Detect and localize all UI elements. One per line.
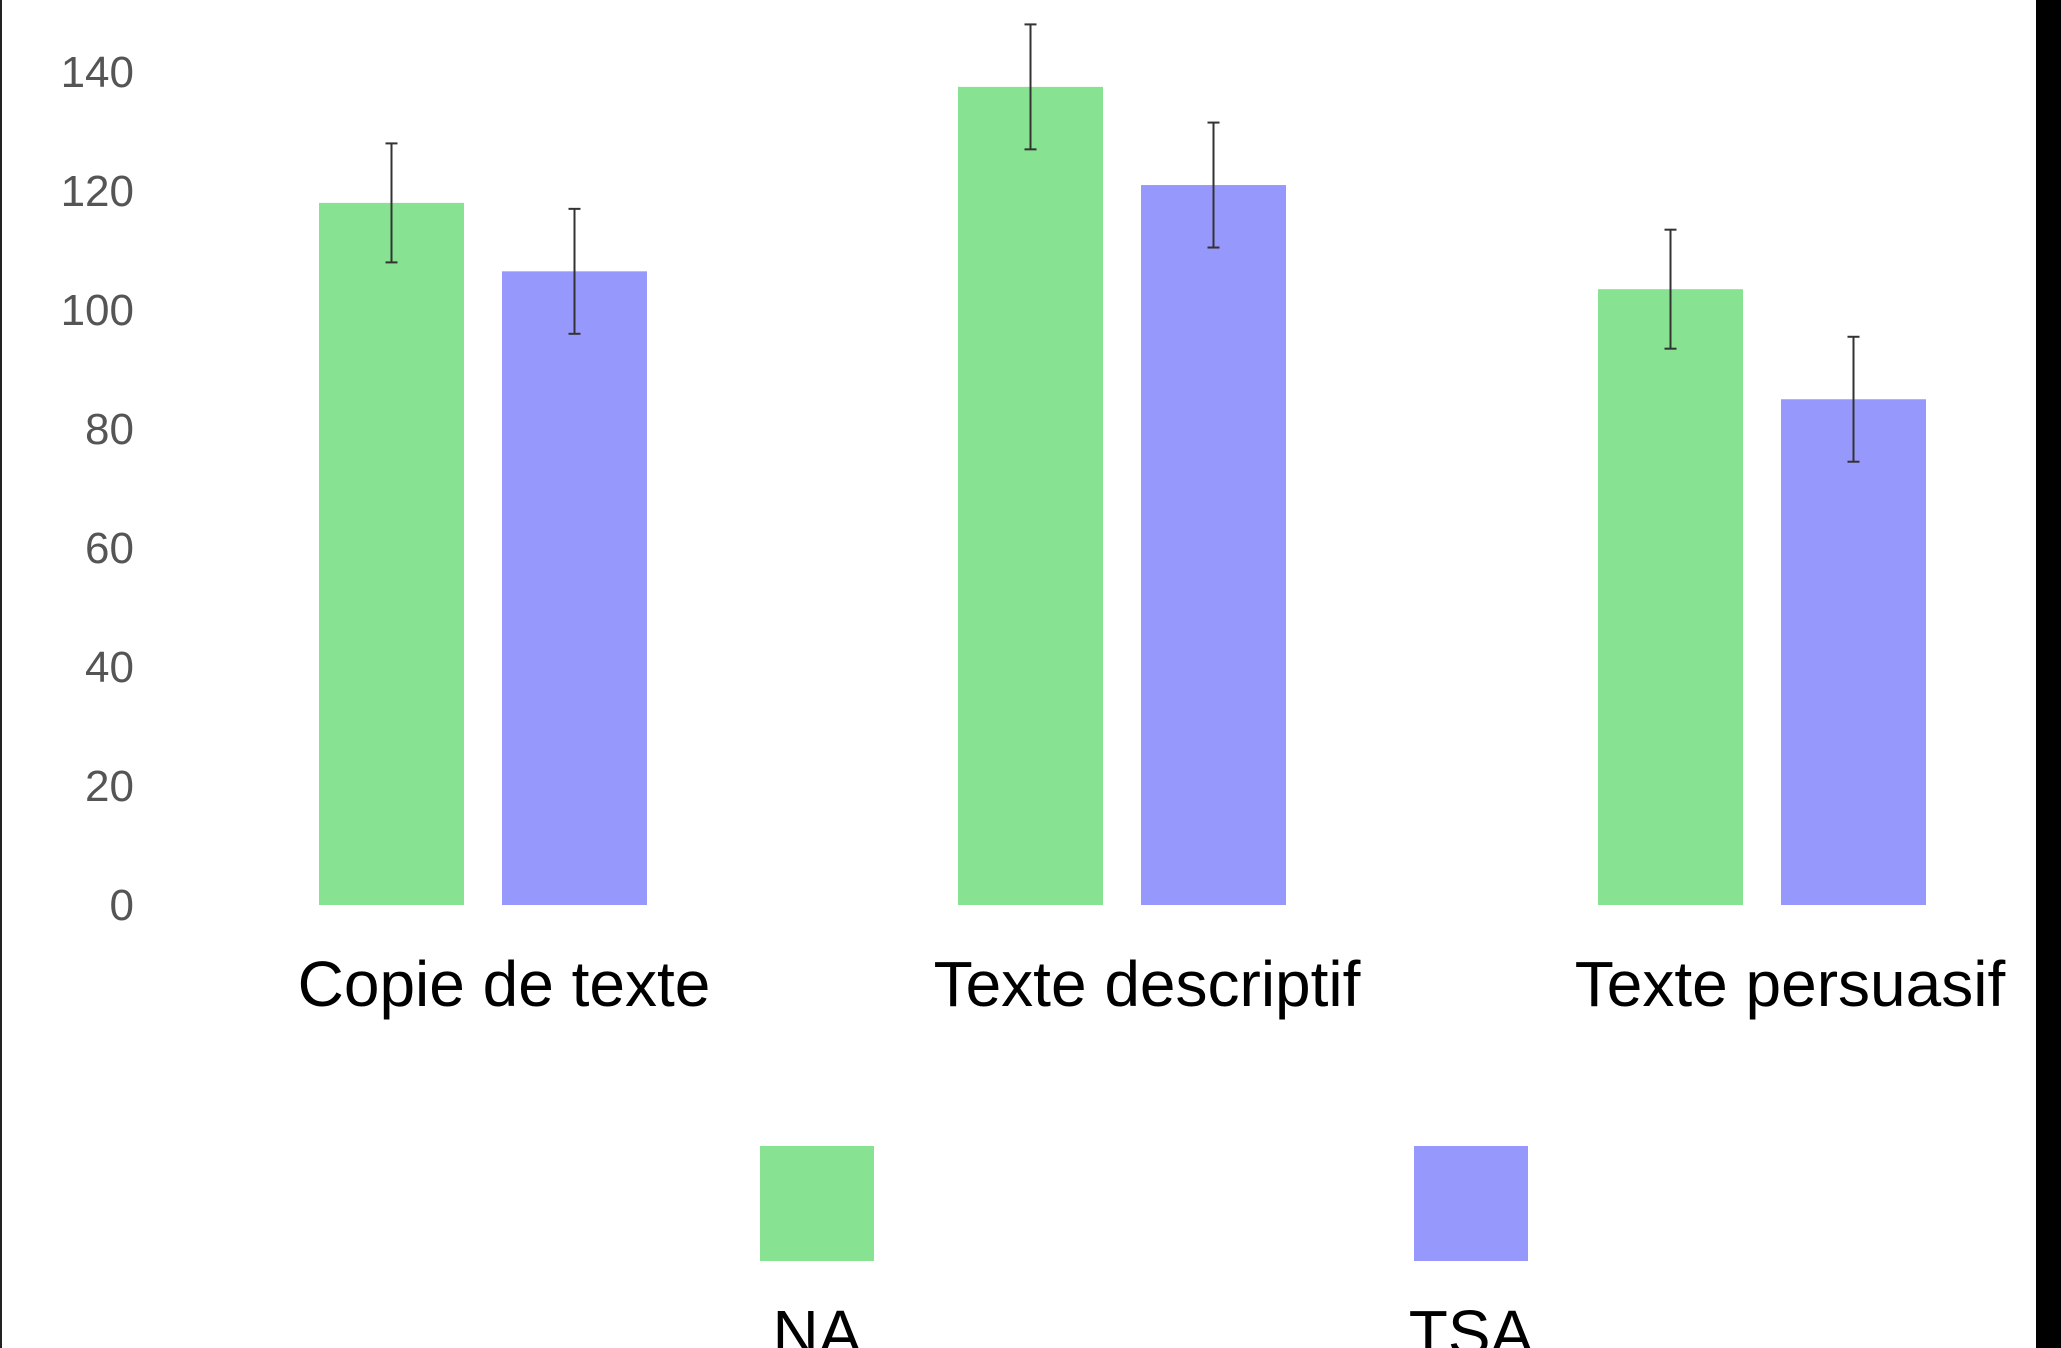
y-tick-label: 60 bbox=[85, 524, 134, 573]
bars bbox=[319, 86, 1926, 906]
error-bar bbox=[1024, 23, 1037, 151]
x-axis: Copie de texte Texte descriptif Texte pers… bbox=[298, 948, 2006, 1020]
bar-na-2 bbox=[958, 86, 1103, 905]
y-tick-label: 40 bbox=[85, 643, 134, 692]
x-category-label: Texte persuasif bbox=[1575, 948, 2006, 1020]
y-tick-label: 120 bbox=[61, 167, 134, 216]
error-bars bbox=[385, 23, 1860, 463]
x-category-label: Copie de texte bbox=[298, 948, 711, 1020]
bar-na-1 bbox=[319, 202, 464, 905]
y-tick-label: 140 bbox=[61, 48, 134, 97]
x-category-label: Texte descriptif bbox=[934, 948, 1361, 1020]
y-tick-label: 100 bbox=[61, 286, 134, 335]
y-axis: 0 20 40 60 80 100 120 140 bbox=[61, 48, 134, 930]
legend: NA TSA bbox=[760, 1146, 1534, 1348]
error-bar bbox=[385, 142, 398, 264]
bar-tsa-2 bbox=[1141, 185, 1286, 906]
y-tick-label: 0 bbox=[110, 881, 134, 930]
error-bar bbox=[1207, 121, 1220, 249]
legend-label-na: NA bbox=[773, 1297, 862, 1348]
bar-na-3 bbox=[1598, 289, 1743, 905]
error-bar bbox=[568, 207, 581, 335]
error-bar bbox=[1847, 335, 1860, 463]
bar-tsa-3 bbox=[1781, 399, 1926, 905]
legend-swatch-na bbox=[760, 1146, 874, 1261]
error-bar bbox=[1664, 228, 1677, 350]
y-tick-label: 20 bbox=[85, 762, 134, 811]
bar-tsa-1 bbox=[502, 271, 647, 905]
legend-label-tsa: TSA bbox=[1409, 1297, 1534, 1348]
y-tick-label: 80 bbox=[85, 405, 134, 454]
legend-swatch-tsa bbox=[1414, 1146, 1528, 1261]
